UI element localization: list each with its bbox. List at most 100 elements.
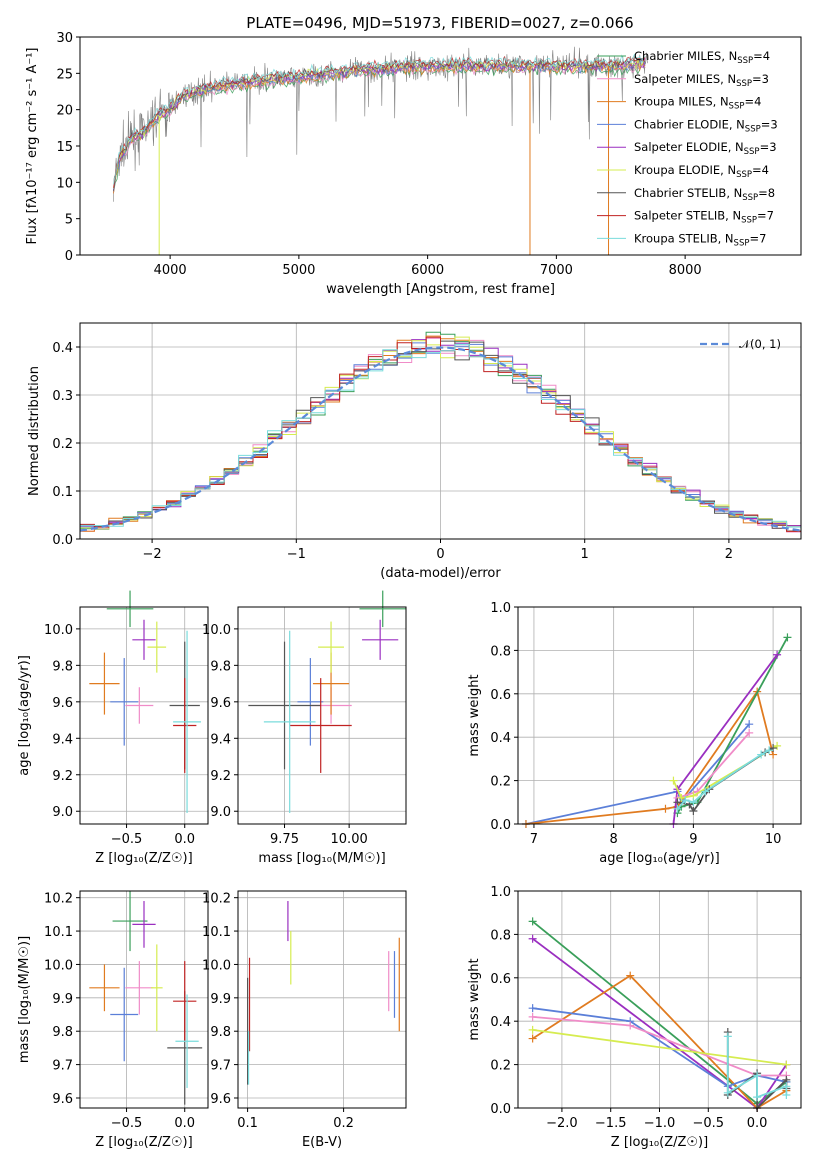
model-spectrum-salpeter_elodie bbox=[113, 58, 646, 191]
y-tick-label: 10.2 bbox=[202, 892, 231, 907]
weight-marker-kroupa_stelib bbox=[723, 1032, 732, 1041]
y-tick-label: 9.9 bbox=[52, 992, 73, 1007]
x-tick-label: 0.0 bbox=[174, 1116, 195, 1131]
y-tick-label: 9.8 bbox=[210, 659, 231, 674]
y-tick-label: 9.2 bbox=[210, 769, 231, 784]
y-tick-label: 10 bbox=[56, 176, 73, 191]
legend-label: Kroupa MILES, NSSP=4 bbox=[634, 95, 761, 112]
y-tick-label: 10.1 bbox=[202, 925, 231, 940]
weight-marker-chabrier_miles bbox=[783, 633, 792, 642]
weight-line-chabrier_elodie bbox=[525, 723, 750, 825]
normal-legend-label: 𝒩(0, 1) bbox=[739, 337, 781, 351]
age-vs-metallicity-panel: −0.5 0.0 9.0 9.2 9.4 9.6 9.8 10.0 Z [log₁₀(Z/Z☉)… bbox=[17, 590, 209, 866]
y-tick-label: 9.8 bbox=[52, 1025, 73, 1040]
residuals-panel: 𝒩(0, 1) −2 −1 0 1 2 0.0 0.1 0.2 0.3 0.4 (data-model… bbox=[27, 322, 802, 581]
x-tick-label: −1.0 bbox=[644, 1116, 676, 1131]
plot-frame bbox=[79, 606, 209, 825]
model-spectrum-chabrier_stelib bbox=[113, 57, 646, 192]
y-tick-label: 9.8 bbox=[52, 659, 73, 674]
y-tick-label: 30 bbox=[56, 31, 73, 46]
weight-marker-kroupa_stelib bbox=[723, 1088, 732, 1097]
weight-line-kroupa_elodie bbox=[532, 1029, 787, 1066]
model-spectrum-kroupa_elodie bbox=[113, 59, 646, 188]
legend-count: =3 bbox=[760, 140, 777, 154]
weight-marker-kroupa_elodie bbox=[669, 776, 678, 785]
legend-sub: SSP bbox=[737, 56, 753, 66]
y-tick-label: 25 bbox=[56, 67, 73, 82]
y-tick-label: 9.6 bbox=[52, 696, 73, 711]
y-tick-label: 0.2 bbox=[490, 1059, 511, 1074]
x-tick-label: −1 bbox=[287, 547, 306, 562]
mass-vs-extinction-panel: 0.1 0.2 9.6 9.7 9.8 9.9 10.0 10.1 10.2 E(B-V) bbox=[202, 890, 407, 1150]
y-tick-label: 9.0 bbox=[52, 805, 73, 820]
weight-marker-kroupa_elodie bbox=[528, 1025, 537, 1034]
y-axis-label: age [log₁₀(age/yr)] bbox=[17, 655, 32, 776]
x-tick-label: 0.0 bbox=[174, 832, 195, 847]
weight-marker-kroupa_stelib bbox=[701, 787, 710, 796]
y-tick-label: 9.6 bbox=[210, 1092, 231, 1107]
x-axis-label: age [log₁₀(age/yr)] bbox=[599, 851, 720, 866]
weight-marker-kroupa_stelib bbox=[753, 1071, 762, 1080]
weight-vs-metallicity-panel: −2.0 −1.5 −1.0 −0.5 0.0 0.0 0.2 0.4 0.6 0.8 1.0 Z [… bbox=[467, 885, 802, 1150]
y-tick-label: 9.0 bbox=[210, 805, 231, 820]
y-tick-label: 5 bbox=[65, 213, 73, 228]
weight-marker-kroupa_miles bbox=[626, 971, 635, 980]
legend-label: Salpeter STELIB, NSSP=7 bbox=[634, 209, 774, 226]
x-tick-label: −0.5 bbox=[111, 1116, 143, 1131]
legend-sub: SSP bbox=[745, 124, 761, 134]
y-tick-label: 9.4 bbox=[210, 732, 231, 747]
legend-label: Chabrier ELODIE, NSSP=3 bbox=[634, 117, 778, 134]
y-tick-label: 9.7 bbox=[210, 1059, 231, 1074]
y-tick-label: 20 bbox=[56, 104, 73, 119]
x-tick-label: −2 bbox=[143, 547, 162, 562]
y-tick-label: 9.9 bbox=[210, 992, 231, 1007]
weight-marker-kroupa_stelib bbox=[782, 1082, 791, 1091]
x-axis-label: Z [log₁₀(Z/Z☉)] bbox=[95, 1135, 192, 1150]
x-tick-label: 5000 bbox=[282, 263, 315, 278]
x-axis-label: (data-model)/error bbox=[380, 566, 501, 581]
x-tick-label: 8000 bbox=[669, 263, 702, 278]
y-tick-label: 10.0 bbox=[202, 623, 231, 638]
weight-marker-kroupa_stelib bbox=[673, 804, 682, 813]
legend-sub: SSP bbox=[742, 193, 758, 203]
weight-vs-age-panel: 7 8 9 10 0.0 0.2 0.4 0.6 0.8 1.0 age [log₁₀(age/yr… bbox=[467, 601, 802, 866]
y-tick-label: 0.2 bbox=[490, 775, 511, 790]
weight-marker-kroupa_stelib bbox=[753, 1093, 762, 1102]
plot-frame bbox=[237, 890, 407, 1109]
model-spectrum-kroupa_miles bbox=[113, 58, 646, 194]
y-tick-label: 0.3 bbox=[52, 389, 73, 404]
y-tick-label: 9.7 bbox=[52, 1059, 73, 1074]
x-tick-label: 10 bbox=[765, 832, 782, 847]
x-axis-label: mass [log₁₀(M/M☉)] bbox=[258, 851, 385, 866]
model-spectrum-salpeter_stelib bbox=[113, 56, 646, 188]
y-tick-label: 0.1 bbox=[52, 485, 73, 500]
weight-marker-salpeter_miles bbox=[528, 1012, 537, 1021]
x-axis-label: E(B-V) bbox=[302, 1135, 342, 1150]
legend-sub: SSP bbox=[741, 216, 757, 226]
y-tick-label: 0.6 bbox=[490, 972, 511, 987]
y-axis-label: Flux [fλ10⁻¹⁷ erg cm⁻² s⁻¹ A⁻¹] bbox=[25, 48, 40, 245]
x-tick-label: 6000 bbox=[411, 263, 444, 278]
y-tick-label: 10.0 bbox=[202, 958, 231, 973]
weight-line-kroupa_stelib bbox=[676, 749, 770, 810]
y-tick-label: 10.0 bbox=[44, 958, 73, 973]
weight-marker-kroupa_miles bbox=[528, 1034, 537, 1043]
weight-marker-chabrier_elodie bbox=[528, 1004, 537, 1013]
weight-marker-kroupa_stelib bbox=[782, 1090, 791, 1099]
y-axis-label: Normed distribution bbox=[27, 366, 42, 496]
legend-sub: SSP bbox=[736, 170, 752, 180]
spectrum-title: PLATE=0496, MJD=51973, FIBERID=0027, z=0… bbox=[246, 14, 633, 32]
legend-count: =7 bbox=[749, 231, 766, 245]
y-tick-label: 0 bbox=[65, 249, 73, 264]
spectrum-panel: 4000 5000 6000 7000 8000 0 5 10 15 20 25 30 waveleng… bbox=[25, 31, 802, 297]
y-tick-label: 1.0 bbox=[490, 601, 511, 616]
x-tick-label: 7000 bbox=[540, 263, 573, 278]
weight-line-salpeter_miles bbox=[532, 1016, 787, 1077]
x-tick-label: 0.2 bbox=[333, 1116, 354, 1131]
y-tick-label: 9.6 bbox=[210, 696, 231, 711]
legend-count: =4 bbox=[752, 163, 769, 177]
x-axis-label: Z [log₁₀(Z/Z☉)] bbox=[95, 851, 192, 866]
y-tick-label: 1.0 bbox=[490, 885, 511, 900]
legend-label: Kroupa ELODIE, NSSP=4 bbox=[634, 163, 769, 180]
y-tick-label: 0.4 bbox=[52, 341, 73, 356]
